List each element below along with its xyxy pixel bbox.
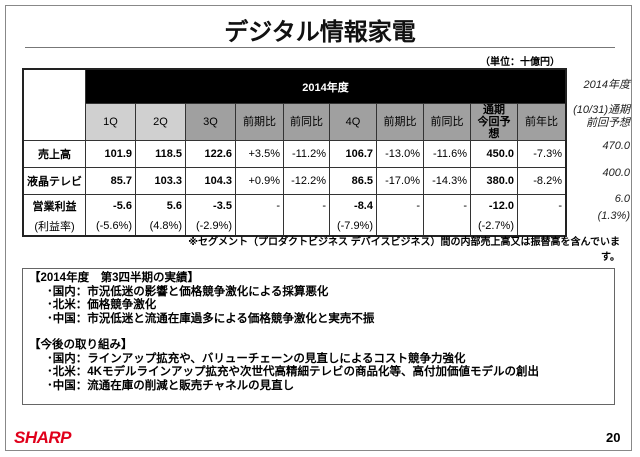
column-header: 前同比 xyxy=(283,103,330,141)
table-cell: +3.5% xyxy=(235,140,284,168)
table-cell: 5.6 xyxy=(135,194,186,217)
row-label: 売上高 xyxy=(22,140,86,168)
section-heading: 【2014年度 第3四半期の実績】 xyxy=(29,272,199,284)
table-cell: (-2.7%) xyxy=(470,216,518,236)
row-label: (利益率) xyxy=(22,216,86,236)
table-cell: 104.3 xyxy=(185,167,236,195)
column-header: 3Q xyxy=(185,103,236,141)
table-cell: 450.0 xyxy=(470,140,518,168)
table-cell: -11.2% xyxy=(283,140,330,168)
table-cell: 122.6 xyxy=(185,140,236,168)
section-heading: 【今後の取り組み】 xyxy=(29,339,133,351)
table-cell: (-7.9%) xyxy=(329,216,377,236)
row-label: 液晶テレビ xyxy=(22,167,86,195)
table-cell: -5.6 xyxy=(85,194,136,217)
column-header: 通期 今回予想 xyxy=(470,103,518,141)
column-header: 前期比 xyxy=(235,103,284,141)
footnote: ※セグメント（プロダクトビジネス デバイスビジネス）間の内部売上高又は振替高を含… xyxy=(188,237,620,263)
table-cell: (-2.9%) xyxy=(185,216,236,236)
page-title: デジタル情報家電 xyxy=(224,19,416,46)
table-cell: - xyxy=(517,194,567,217)
sharp-logo: SHARP xyxy=(14,428,72,447)
column-header: 前期比 xyxy=(376,103,424,141)
side-header-year: 2014年度 xyxy=(583,79,630,91)
table-cell: - xyxy=(283,194,330,217)
table-cell: - xyxy=(235,194,284,217)
table-row: 液晶テレビ 85.7 103.3 104.3 +0.9% -12.2% 86.5 -17.0%… xyxy=(22,167,567,195)
table-cell: 118.5 xyxy=(135,140,186,168)
side-header-forecast: (10/31)通期 前回予想 xyxy=(573,104,630,129)
table-cell: (4.8%) xyxy=(135,216,186,236)
row-label: 営業利益 xyxy=(22,194,86,217)
results-table: 2014年度 1Q 2Q 3Q 前期比 前同比 4Q 前期比 前同比 通期 今回予想 前年比 売上… xyxy=(22,68,567,237)
slide-frame xyxy=(5,5,632,451)
bullet: ･国内：ラインアップ拡充や、バリューチェーンの見直しによるコスト競争力強化 xyxy=(47,352,466,365)
title-rule xyxy=(25,47,615,48)
table-cell: -13.0% xyxy=(376,140,424,168)
table-cell: 101.9 xyxy=(85,140,136,168)
table-cell: +0.9% xyxy=(235,167,284,195)
table-cell: (-5.6%) xyxy=(85,216,136,236)
column-header: 4Q xyxy=(329,103,377,141)
bullet: ･北米：4Kモデルラインアップ拡充や次世代高精細テレビの商品化等、高付加価値モデ… xyxy=(47,366,539,378)
table-row: 営業利益 -5.6 5.6 -3.5- - -8.4- - -12.0- xyxy=(22,194,567,217)
table-cell: 106.7 xyxy=(329,140,377,168)
page-number: 20 xyxy=(606,430,621,445)
bullet: ･中国：市況低迷と流通在庫過多による価格競争激化と実売不振 xyxy=(47,312,375,325)
column-header: 2Q xyxy=(135,103,186,141)
table-cell: - xyxy=(376,194,424,217)
side-value: 470.0 xyxy=(602,140,630,152)
table-cell: -12.2% xyxy=(283,167,330,195)
bullet: ･北米：価格競争激化 xyxy=(47,299,157,311)
side-value: 400.0 xyxy=(602,167,630,179)
table-cell: 103.3 xyxy=(135,167,186,195)
table-cell: 380.0 xyxy=(470,167,518,195)
table-cell: 86.5 xyxy=(329,167,377,195)
bullet: ･中国：流通在庫の削減と販売チャネルの見直し xyxy=(47,379,295,392)
table-cell: -14.3% xyxy=(423,167,471,195)
bullet: ･国内：市況低迷の影響と価格競争激化による採算悪化 xyxy=(47,285,329,298)
year-header: 2014年度 xyxy=(85,68,567,104)
table-row: 売上高 101.9 118.5 122.6 +3.5% -11.2% 106.7 -13.0%… xyxy=(22,140,567,168)
commentary-box: 【2014年度 第3四半期の実績】 ･国内：市況低迷の影響と価格競争激化による採… xyxy=(22,268,615,405)
table-cell: 85.7 xyxy=(85,167,136,195)
table-cell: -11.6% xyxy=(423,140,471,168)
table-cell: -8.4 xyxy=(329,194,377,217)
table-row: (利益率) (-5.6%) (4.8%) (-2.9%) (-7.9%) (-2.7%) xyxy=(22,216,567,236)
table-cell: -8.2% xyxy=(517,167,567,195)
table-cell xyxy=(517,216,567,236)
table-cell: -12.0 xyxy=(470,194,518,217)
table-cell: - xyxy=(423,194,471,217)
column-header: 1Q xyxy=(85,103,136,141)
side-value: 6.0 xyxy=(614,193,630,205)
side-value: (1.3%) xyxy=(597,210,630,222)
table-cell: -17.0% xyxy=(376,167,424,195)
column-header: 前同比 xyxy=(423,103,471,141)
corner-cell xyxy=(22,68,86,141)
table-cell: -3.5 xyxy=(185,194,236,217)
unit-label: （単位：十億円） xyxy=(480,57,560,68)
